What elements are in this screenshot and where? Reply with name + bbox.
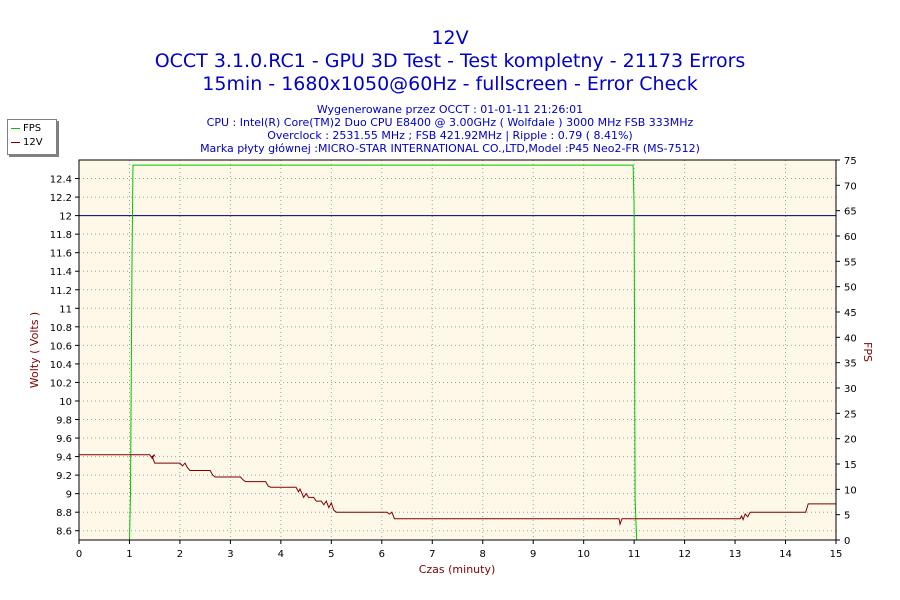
series-line-fps — [79, 164, 836, 541]
y-left-tick-label: 12.4 — [50, 175, 72, 186]
y-right-tick-label: 70 — [844, 181, 857, 192]
y-right-tick-label: 0 — [844, 536, 850, 547]
info-motherboard: Marka płyty głównej :MICRO-STAR INTERNAT… — [200, 142, 700, 155]
y-left-tick-label: 9.4 — [56, 453, 72, 464]
y-axis-right-label: FPS — [861, 342, 874, 362]
chart-subtitle-1: OCCT 3.1.0.RC1 - GPU 3D Test - Test komp… — [154, 50, 746, 72]
x-tick-label: 5 — [328, 549, 334, 560]
y-left-tick-label: 11.6 — [50, 249, 72, 260]
y-right-tick-label: 20 — [844, 435, 857, 446]
x-tick-label: 7 — [429, 549, 435, 560]
chart-subtitle-2: 15min - 1680x1050@60Hz - fullscreen - Er… — [202, 73, 698, 95]
y-left-tick-label: 9 — [66, 490, 72, 501]
info-cpu: CPU : Intel(R) Core(TM)2 Duo CPU E8400 @… — [206, 116, 694, 129]
y-left-tick-label: 9.8 — [56, 416, 72, 427]
y-left-tick-label: 9.2 — [56, 471, 72, 482]
legend-item-12v: 12V — [11, 137, 43, 149]
x-tick-label: 12 — [678, 549, 691, 560]
y-left-tick-label: 11.4 — [50, 267, 72, 278]
legend-swatch-fps — [11, 127, 20, 129]
y-right-tick-label: 15 — [844, 460, 857, 471]
y-left-tick-label: 10.4 — [50, 360, 72, 371]
legend-item-fps: FPS — [11, 123, 41, 135]
y-left-tick-label: 12 — [59, 212, 72, 223]
x-tick-label: 9 — [530, 549, 536, 560]
y-axis-left-label: Wolty ( Volts ) — [28, 312, 41, 388]
y-left-tick-label: 12.2 — [50, 193, 72, 204]
x-tick-label: 3 — [227, 549, 233, 560]
y-right-tick-label: 45 — [844, 308, 857, 319]
y-right-tick-label: 50 — [844, 283, 857, 294]
x-tick-label: 8 — [480, 549, 486, 560]
y-right-tick-label: 65 — [844, 207, 857, 218]
x-tick-label: 13 — [729, 549, 742, 560]
x-axis-label: Czas (minuty) — [419, 563, 496, 576]
y-axis-left-ticks: 8.6 8.8 9 9.2 9.4 9.6 9.8 10 10.2 10.4 10.6 10.8 11 1… — [50, 175, 79, 538]
series-line-12v — [79, 454, 836, 527]
y-left-tick-label: 11.2 — [50, 286, 72, 297]
y-right-tick-label: 30 — [844, 384, 857, 395]
y-left-tick-label: 10.8 — [50, 323, 72, 334]
legend-label-12v: 12V — [23, 137, 43, 148]
series-lines — [79, 164, 836, 541]
x-tick-label: 10 — [577, 549, 590, 560]
y-left-tick-label: 8.6 — [56, 527, 72, 538]
chart-title: 12V — [431, 27, 469, 49]
info-generated: Wygenerowane przez OCCT : 01-01-11 21:26… — [316, 103, 584, 116]
x-tick-label: 6 — [379, 549, 385, 560]
y-right-tick-label: 10 — [844, 485, 857, 496]
chart-legend: FPS 12V — [7, 119, 57, 155]
x-axis-ticks: 0 1 2 3 4 5 6 7 8 9 10 11 12 13 14 15 — [76, 540, 843, 560]
plot-background — [79, 160, 836, 540]
y-axis-right-ticks: 0 5 10 15 20 25 30 35 40 45 50 55 60 65 70 75 — [836, 156, 857, 547]
plot-frame — [78, 159, 837, 541]
legend-label-fps: FPS — [23, 123, 42, 134]
y-left-tick-label: 11 — [59, 304, 72, 315]
y-right-tick-label: 40 — [844, 333, 857, 344]
x-tick-label: 11 — [628, 549, 641, 560]
x-tick-label: 15 — [830, 549, 843, 560]
x-tick-label: 14 — [779, 549, 792, 560]
y-right-tick-label: 25 — [844, 409, 857, 420]
y-right-tick-label: 60 — [844, 232, 857, 243]
x-tick-label: 0 — [76, 549, 82, 560]
y-right-tick-label: 55 — [844, 257, 857, 268]
y-left-tick-label: 11.8 — [50, 230, 72, 241]
y-left-tick-label: 10 — [59, 397, 72, 408]
y-left-tick-label: 9.6 — [56, 434, 72, 445]
legend-swatch-12v — [11, 141, 20, 143]
y-right-tick-label: 5 — [844, 511, 850, 522]
y-left-tick-label: 10.6 — [50, 341, 72, 352]
x-tick-label: 2 — [177, 549, 183, 560]
x-tick-label: 1 — [126, 549, 132, 560]
y-right-tick-label: 75 — [844, 156, 857, 167]
info-overclock: Overclock : 2531.55 MHz ; FSB 421.92MHz … — [267, 129, 633, 142]
y-right-tick-label: 35 — [844, 359, 857, 370]
x-tick-label: 4 — [278, 549, 284, 560]
y-left-tick-label: 8.8 — [56, 508, 72, 519]
y-left-tick-label: 10.2 — [50, 378, 72, 389]
